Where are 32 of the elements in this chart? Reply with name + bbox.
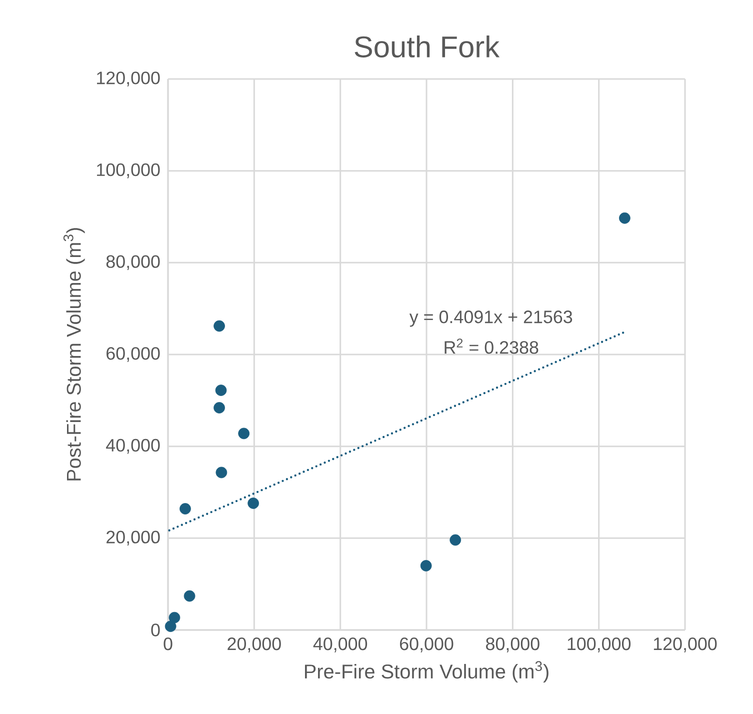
x-tick-label: 40,000	[313, 637, 368, 652]
point	[450, 534, 462, 546]
point	[420, 560, 432, 572]
point	[180, 503, 191, 514]
x-tick-label: 120,000	[654, 637, 717, 652]
x-tick-label: 60,000	[400, 637, 454, 652]
y-tick-label: 120,000	[97, 72, 160, 86]
x-tick-label: 0	[164, 637, 172, 650]
point	[214, 402, 225, 414]
point	[216, 466, 228, 478]
point	[619, 212, 630, 224]
y-tick-label: 100,000	[97, 163, 160, 178]
y-axis-title: Post-Fire Storm Volume (m$^{3}$)	[63, 228, 85, 480]
x-tick-label: 80,000	[486, 637, 540, 652]
chart-title: South Fork	[354, 36, 500, 58]
point	[238, 428, 250, 440]
y-tick-label: 80,000	[106, 255, 160, 270]
annotation: y = 0.4091x + 21563	[409, 310, 572, 327]
x-tick-label: 100,000	[568, 637, 631, 652]
point	[164, 620, 176, 632]
point	[184, 590, 196, 602]
annotation: R$^{2}$ = 0.2388	[444, 338, 538, 354]
y-tick-label: 0	[151, 624, 160, 636]
y-tick-label: 20,000	[106, 530, 160, 546]
point	[168, 612, 180, 624]
point	[248, 498, 259, 509]
point	[214, 320, 225, 332]
x-tick-label: 20,000	[228, 637, 281, 652]
point	[215, 384, 227, 396]
y-tick-label: 40,000	[106, 438, 160, 454]
x-axis-title: Pre-Fire Storm Volume (m$^{3}$)	[305, 661, 548, 683]
y-tick-label: 60,000	[106, 347, 160, 362]
